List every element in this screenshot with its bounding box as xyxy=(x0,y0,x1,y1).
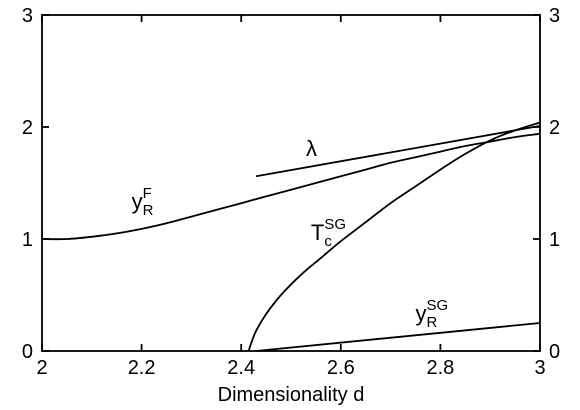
series-label-sup: F xyxy=(143,185,152,202)
y-tick-label-left: 2 xyxy=(22,117,33,139)
series-label-main: λ xyxy=(306,136,317,161)
series-line-2 xyxy=(247,121,541,352)
series-label-sub: c xyxy=(324,233,332,250)
series-label-main: y xyxy=(416,301,427,326)
series-label-main: y xyxy=(132,189,143,214)
series-label-main: T xyxy=(311,220,324,245)
x-tick-label: 2 xyxy=(36,357,47,379)
y-tick-label-left: 0 xyxy=(22,341,33,363)
series-line-0 xyxy=(41,132,541,241)
x-tick-label: 3 xyxy=(534,357,545,379)
x-tick-label: 2.8 xyxy=(426,357,454,379)
series-line-3 xyxy=(256,322,541,352)
y-tick-label-left: 1 xyxy=(22,229,33,251)
series-label-sup: SG xyxy=(324,216,346,233)
series-label-2: TcSG xyxy=(311,216,346,250)
y-tick-label-right: 3 xyxy=(549,5,560,27)
y-tick-label-right: 2 xyxy=(549,117,560,139)
y-tick-label-right: 1 xyxy=(549,229,560,251)
plot-frame xyxy=(41,14,541,352)
series-line-1 xyxy=(255,125,541,178)
series-label-0: yRF xyxy=(132,185,154,219)
series-label-sup: SG xyxy=(427,297,449,314)
x-tick-label: 2.6 xyxy=(327,357,355,379)
x-tick-label: 2.4 xyxy=(227,357,255,379)
y-tick-label-left: 3 xyxy=(22,5,33,27)
series-label-sub: R xyxy=(143,202,154,219)
x-tick-label: 2.2 xyxy=(128,357,156,379)
curves-layer xyxy=(41,121,541,352)
series-label-sub: R xyxy=(427,314,438,331)
series-label-3: yRSG xyxy=(416,297,449,331)
y-tick-label-right: 0 xyxy=(549,341,560,363)
x-axis-label: Dimensionality d xyxy=(218,384,365,406)
series-label-1: λ xyxy=(306,136,317,161)
